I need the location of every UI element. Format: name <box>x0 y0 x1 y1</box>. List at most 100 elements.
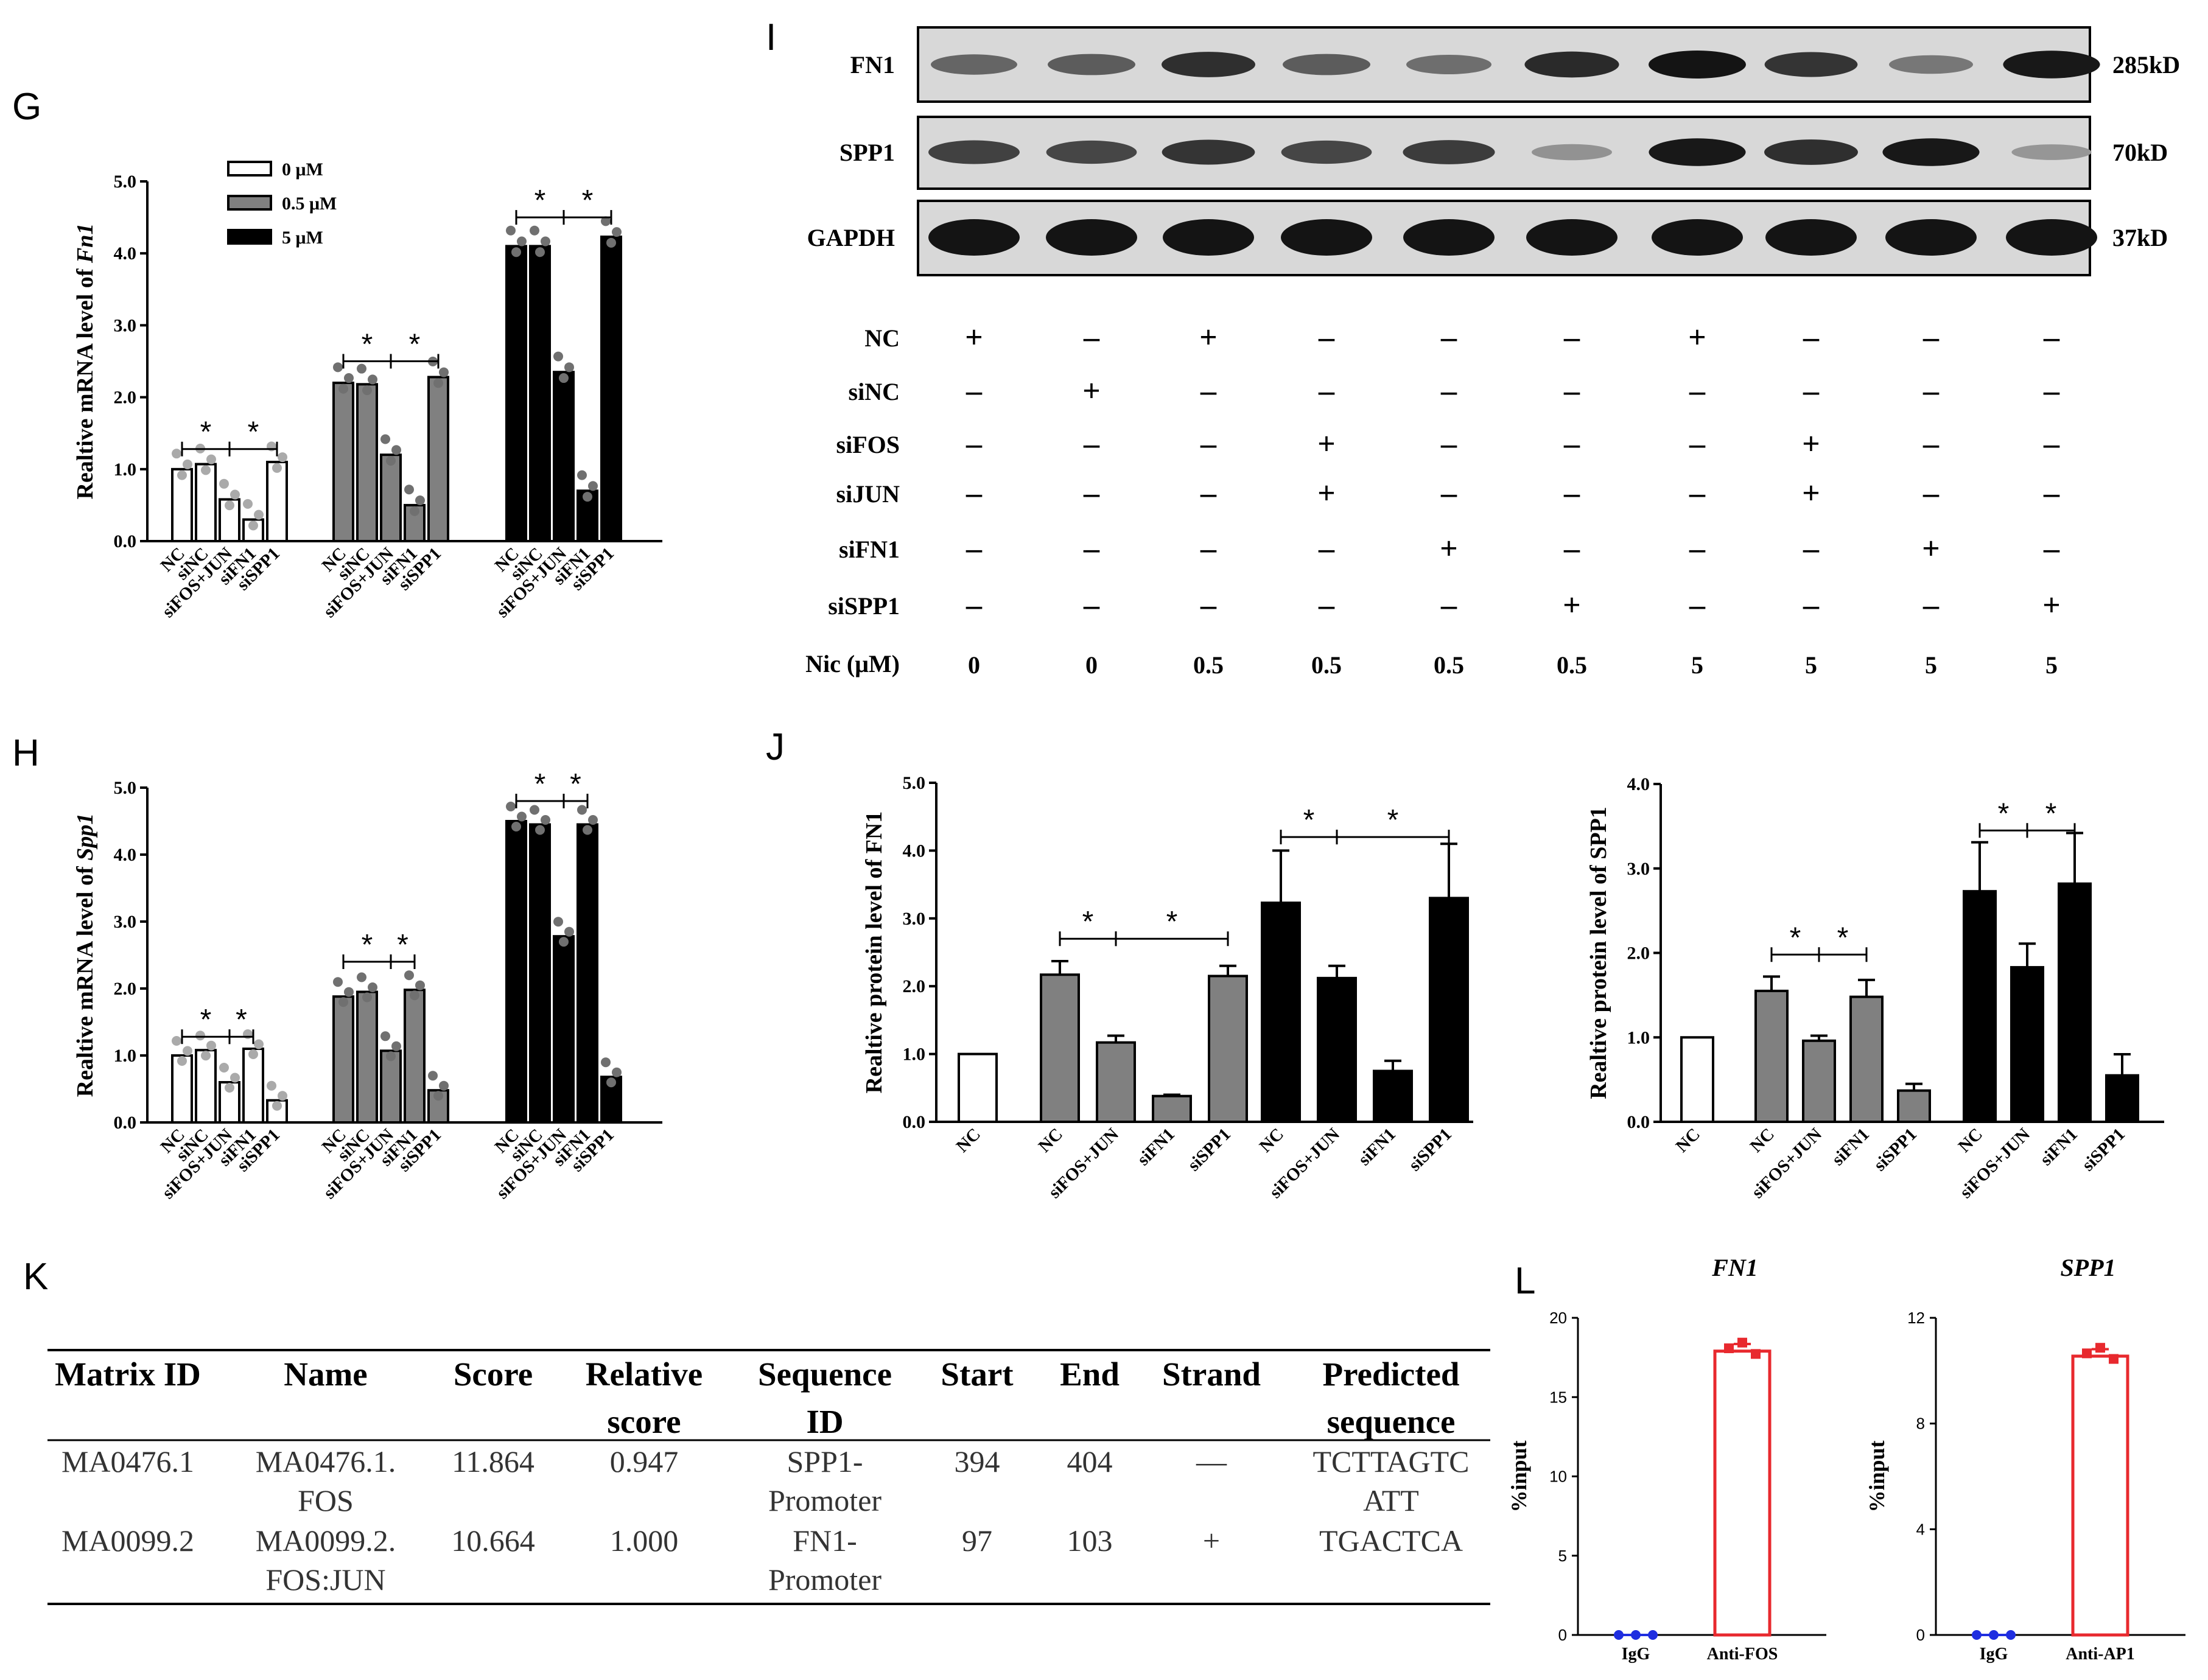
y-axis-label: Realtive protein level of FN1 <box>861 811 887 1094</box>
x-tick-label: IgG <box>1622 1645 1650 1664</box>
data-point <box>415 980 425 990</box>
y-tick-label: 4.0 <box>114 243 137 264</box>
table-cell: MA0099.2 <box>61 1524 194 1558</box>
y-tick-label: 12 <box>1907 1309 1925 1327</box>
condition-mark: – <box>2043 476 2060 511</box>
legend-label-1: 0.5 μM <box>282 194 337 214</box>
data-point <box>583 492 592 502</box>
table-header: Name <box>284 1356 367 1393</box>
condition-mark: + <box>1802 476 1820 511</box>
band-size: 285kD <box>2112 51 2180 79</box>
data-point <box>606 1077 616 1088</box>
bar <box>1897 1089 1931 1123</box>
data-point <box>254 1039 264 1049</box>
y-tick-label: 0 <box>1916 1626 1925 1644</box>
y-tick-label: 15 <box>1549 1388 1567 1406</box>
bar <box>2058 882 2092 1123</box>
table-cell: 1.000 <box>610 1524 679 1558</box>
significance-star: * <box>570 768 581 800</box>
x-tick-label: IgG <box>1980 1645 2008 1664</box>
significance-star: * <box>236 1004 247 1036</box>
blot-band <box>2003 51 2100 79</box>
data-point <box>601 216 611 226</box>
condition-mark: – <box>1803 588 1820 623</box>
data-point <box>172 1036 181 1046</box>
y-tick-label: 0.0 <box>114 531 137 551</box>
significance-star: * <box>397 929 408 961</box>
x-tick-label: siFN1 <box>1134 1124 1179 1169</box>
condition-mark: – <box>1563 531 1580 566</box>
condition-mark: – <box>1200 374 1217 408</box>
significance-star: * <box>200 416 212 449</box>
condition-label: NC <box>864 324 900 352</box>
blot-band <box>1162 139 1255 165</box>
data-point <box>243 499 253 509</box>
data-point <box>404 970 414 981</box>
motif-table: Matrix ID Name Score Relative score Sequence I… <box>47 1349 1490 1605</box>
condition-mark: – <box>1083 531 1100 566</box>
blot-band <box>928 140 1020 164</box>
data-point <box>272 463 282 473</box>
x-tick-label: siSPP1 <box>2078 1124 2129 1175</box>
data-point <box>541 815 550 825</box>
band-label: SPP1 <box>839 139 895 166</box>
condition-mark: – <box>1689 531 1706 566</box>
table-header: ID <box>806 1403 843 1440</box>
data-point <box>564 926 574 937</box>
data-point <box>535 825 545 835</box>
data-point <box>386 455 396 466</box>
table-header: Matrix ID <box>55 1356 201 1393</box>
data-point <box>230 1073 240 1083</box>
panel-label-h: H <box>12 732 40 774</box>
blot-band <box>2011 144 2092 160</box>
data-point <box>415 495 425 505</box>
blot-band <box>1046 140 1137 164</box>
significance-star: * <box>1303 804 1315 836</box>
y-axis-label-text: Realtive mRNA level of <box>72 861 98 1097</box>
significance-star: * <box>1387 804 1399 836</box>
bar <box>2010 966 2044 1124</box>
y-tick-label: 1.0 <box>114 460 137 480</box>
data-point <box>511 247 521 257</box>
significance-star: * <box>1998 797 2010 830</box>
data-point <box>577 805 587 815</box>
y-axis-label-gene: Fn1 <box>72 223 98 264</box>
data-point <box>612 1067 622 1077</box>
bar <box>529 245 551 542</box>
table-cell: 97 <box>962 1524 992 1558</box>
y-tick-label: 2.0 <box>114 388 137 408</box>
x-tick-label: siFN1 <box>1828 1124 1873 1169</box>
blot-band <box>1524 51 1619 78</box>
significance-star: * <box>1837 922 1849 954</box>
condition-mark: – <box>1922 588 1940 623</box>
x-tick-label: NC <box>953 1124 984 1156</box>
significance-star: * <box>362 929 373 961</box>
bar <box>1317 976 1357 1124</box>
x-tick-label: Anti-AP1 <box>2066 1645 2135 1664</box>
significance-star: * <box>248 416 259 449</box>
condition-mark: – <box>2043 427 2060 461</box>
bar <box>1373 1069 1413 1123</box>
data-point <box>344 373 354 383</box>
condition-mark: – <box>1563 427 1580 461</box>
condition-mark: – <box>1689 476 1706 511</box>
data-point <box>267 1080 276 1091</box>
condition-mark: – <box>1083 427 1100 461</box>
condition-mark: – <box>1083 320 1100 355</box>
significance-star: * <box>362 329 373 361</box>
data-point <box>433 378 443 388</box>
y-tick-label: 8 <box>1916 1415 1925 1433</box>
y-tick-label: 5.0 <box>903 773 926 793</box>
bar <box>427 1089 449 1124</box>
y-axis-label: %input <box>1507 1440 1531 1512</box>
table-header: Relative <box>586 1356 703 1393</box>
blot-band <box>1281 140 1372 164</box>
condition-mark: + <box>1440 531 1458 566</box>
condition-mark: 0 <box>968 651 980 679</box>
data-point <box>564 362 574 373</box>
significance-star: * <box>2045 797 2057 830</box>
condition-mark: – <box>1200 427 1217 461</box>
condition-mark: – <box>1440 588 1457 623</box>
table-cell: — <box>1196 1444 1227 1479</box>
